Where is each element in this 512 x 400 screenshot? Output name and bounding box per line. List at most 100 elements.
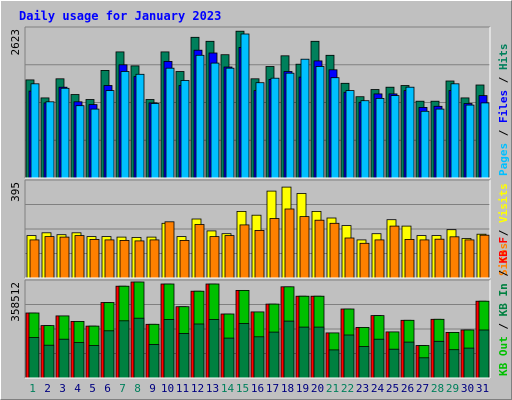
bar-kb-in-22: [343, 334, 355, 379]
bar-pages-16: [255, 82, 265, 179]
bar-pages-7: [120, 71, 130, 179]
bar-sites-undefined: [224, 235, 235, 279]
x-tick-label: 18: [281, 382, 294, 395]
x-tick-label: 21: [326, 382, 339, 395]
bar-sites-undefined: [134, 240, 145, 279]
x-tick-label: 20: [311, 382, 324, 395]
bar-sites-undefined: [209, 236, 220, 279]
legend-item: KB F: [497, 237, 510, 264]
bar-pages-31: [480, 102, 490, 179]
legend-item: Pages: [497, 143, 510, 176]
bar-sites-undefined: [194, 224, 205, 279]
x-tick-label: 5: [89, 382, 96, 395]
bar-kb-in-30: [463, 347, 475, 379]
x-tick-label: 24: [371, 382, 385, 395]
x-tick-label: 25: [386, 382, 399, 395]
legend-kbytes-panel: KB Out / KB In / KB F: [497, 237, 510, 376]
bar-pages-10: [165, 67, 175, 179]
bar-kb-in-16: [253, 336, 265, 379]
bar-kb-in-9: [148, 343, 160, 379]
bar-pages-11: [180, 80, 190, 179]
bar-sites-undefined: [449, 236, 460, 279]
bar-kb-in-28: [433, 340, 445, 379]
legend-visits-sites-panel: Sites / Visits: [497, 183, 510, 276]
y-max-label: 358512: [9, 282, 22, 322]
bar-sites-undefined: [29, 239, 40, 279]
bar-pages-20: [315, 66, 325, 179]
x-tick-label: 11: [176, 382, 189, 395]
chart-title: Daily usage for January 2023: [19, 9, 221, 23]
x-tick-label: 7: [119, 382, 126, 395]
x-tick-label: 3: [59, 382, 66, 395]
x-tick-label: 19: [296, 382, 309, 395]
bar-pages-19: [300, 58, 310, 179]
x-tick-label: 13: [206, 382, 219, 395]
bar-kb-in-21: [328, 349, 340, 379]
bar-kb-in-29: [448, 349, 460, 379]
bar-pages-2: [45, 101, 55, 179]
legend-item: Files: [497, 90, 510, 123]
x-tick-label: 2: [44, 382, 51, 395]
bar-sites-undefined: [284, 208, 295, 279]
bar-pages-8: [135, 73, 145, 179]
bar-pages-14: [225, 67, 235, 179]
y-max-label: 395: [9, 182, 22, 202]
bar-pages-28: [435, 108, 445, 179]
x-tick-label: 22: [341, 382, 354, 395]
bar-kb-in-15: [238, 323, 250, 379]
x-tick-label: 8: [134, 382, 141, 395]
x-tick-label: 28: [431, 382, 444, 395]
x-tick-label: 4: [74, 382, 81, 395]
bar-sites-undefined: [119, 239, 130, 279]
legend-item: Hits: [497, 44, 510, 71]
x-tick-label: 31: [476, 382, 489, 395]
legend-item: Visits: [497, 183, 510, 223]
x-tick-label: 27: [416, 382, 429, 395]
bar-pages-26: [405, 86, 415, 179]
x-tick-label: 15: [236, 382, 249, 395]
x-tick-label: 29: [446, 382, 459, 395]
legend-item: KB In: [497, 283, 510, 316]
x-tick-label: 12: [191, 382, 204, 395]
bar-pages-13: [210, 62, 220, 179]
bar-sites-undefined: [389, 225, 400, 279]
bar-pages-12: [195, 54, 205, 179]
bar-sites-undefined: [269, 218, 280, 279]
bar-kb-in-6: [103, 330, 115, 379]
x-tick-label: 16: [251, 382, 264, 395]
bar-sites-undefined: [374, 239, 385, 279]
bar-kb-in-20: [313, 326, 325, 379]
x-tick-label: 30: [461, 382, 474, 395]
bar-sites-undefined: [74, 235, 85, 279]
bar-kb-in-19: [298, 326, 310, 379]
bar-sites-undefined: [329, 222, 340, 279]
bar-sites-undefined: [344, 237, 355, 279]
bar-pages-17: [270, 77, 280, 179]
bar-pages-21: [330, 77, 340, 179]
bar-sites-undefined: [164, 221, 175, 279]
bar-sites-undefined: [404, 238, 415, 279]
x-tick-label: 23: [356, 382, 369, 395]
bar-pages-29: [450, 83, 460, 179]
bar-kb-in-8: [133, 317, 145, 379]
y-axis-labels: 2623 395 358512: [9, 29, 22, 322]
bar-kb-in-13: [208, 319, 220, 379]
bar-pages-27: [420, 110, 430, 179]
bar-kb-in-17: [268, 331, 280, 379]
bar-sites-undefined: [479, 234, 490, 279]
bar-kb-in-14: [223, 337, 235, 379]
x-tick-label: 26: [401, 382, 414, 395]
x-tick-label: 10: [161, 382, 174, 395]
x-tick-label: 14: [221, 382, 235, 395]
bar-pages-18: [285, 72, 295, 179]
bar-sites-undefined: [359, 242, 370, 279]
kbytes-panel: [24, 279, 491, 379]
bar-kb-in-31: [478, 329, 490, 379]
bar-pages-24: [375, 98, 385, 179]
bar-sites-undefined: [44, 236, 55, 279]
bar-pages-22: [345, 90, 355, 179]
x-axis-labels: 1 2 3 4 5 6 7 8 9 10 11 12 13 14 15 16 17 18 19 20 21 22 23 24 2…: [29, 382, 489, 395]
bar-pages-4: [75, 105, 85, 179]
bar-pages-3: [60, 87, 70, 179]
